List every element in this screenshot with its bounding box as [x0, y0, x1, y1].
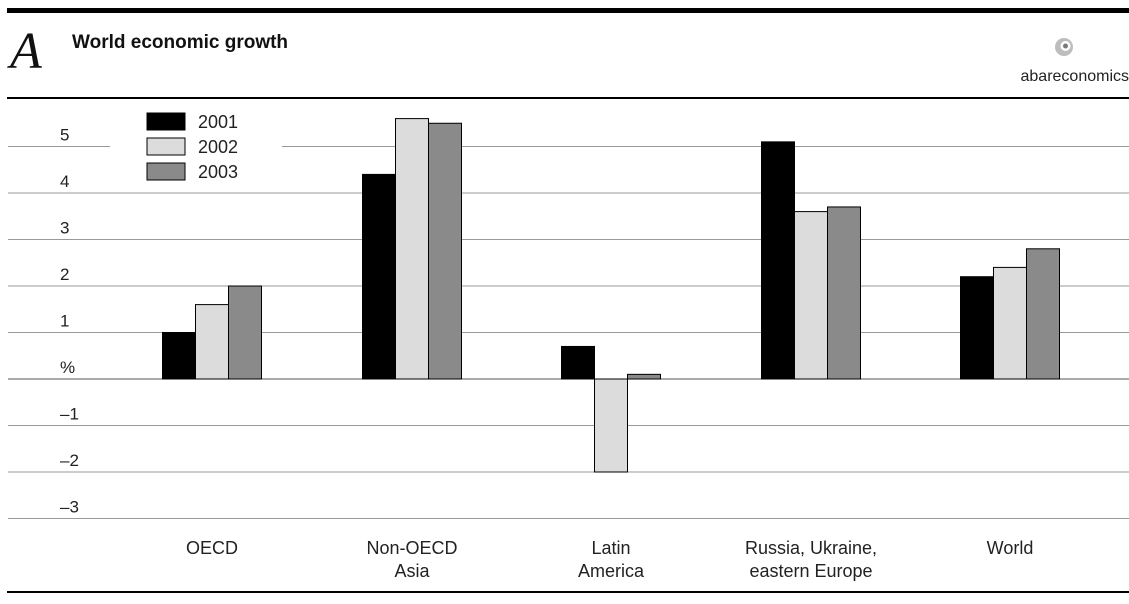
- legend-swatch: [146, 162, 186, 181]
- logo-text: abareconomics: [1020, 68, 1129, 85]
- bar-2003: [1026, 248, 1060, 380]
- category-label: eastern Europe: [749, 561, 872, 581]
- bar-chart: 5 4 3 2 1 –1 –2 –3% OECD Non-OECD Asia Latin Americ…: [8, 112, 1129, 581]
- bar-2001: [362, 173, 396, 380]
- y-tick-label: 2: [60, 265, 69, 284]
- y-unit-label: %: [60, 358, 75, 377]
- category-label: Latin: [591, 538, 630, 558]
- y-tick-label: –1: [60, 405, 79, 424]
- category-label: Asia: [394, 561, 430, 581]
- bar-2001: [761, 141, 795, 380]
- legend-label: 2003: [198, 162, 238, 182]
- y-axis-labels: 5 4 3 2 1 –1 –2 –3%: [60, 126, 79, 517]
- category-label: Non-OECD: [366, 538, 457, 558]
- category-labels: OECD Non-OECD Asia Latin America Russia, Ukra…: [186, 538, 1033, 581]
- category-label: Russia, Ukraine,: [745, 538, 877, 558]
- bar-2001: [561, 345, 595, 380]
- top-rule: [7, 8, 1129, 13]
- chart-title: World economic growth: [72, 32, 289, 53]
- bar-2001: [960, 276, 994, 380]
- bottom-rule: [7, 591, 1129, 593]
- legend: 2001 2002 2003: [146, 112, 238, 182]
- bar-2002: [794, 211, 828, 380]
- bar-2002: [993, 266, 1027, 380]
- header-rule: [7, 97, 1129, 99]
- legend-swatch: [146, 137, 186, 156]
- bar-2003: [228, 285, 262, 380]
- abareconomics-logo-icon: [1055, 38, 1073, 56]
- category-label: OECD: [186, 538, 238, 558]
- category-label: World: [987, 538, 1034, 558]
- y-tick-label: –2: [60, 451, 79, 470]
- legend-swatch: [146, 112, 186, 131]
- figure-letter: A: [10, 23, 42, 80]
- bars: [162, 118, 1060, 473]
- legend-label: 2001: [198, 112, 238, 132]
- bar-2001: [162, 332, 196, 380]
- y-tick-label: –3: [60, 498, 79, 517]
- y-tick-label: 5: [60, 126, 69, 145]
- y-tick-label: 4: [60, 172, 69, 191]
- bar-2003: [428, 122, 462, 380]
- bar-2002: [594, 378, 628, 473]
- bar-2002: [395, 118, 429, 380]
- category-label: America: [578, 561, 645, 581]
- y-tick-label: 3: [60, 219, 69, 238]
- legend-label: 2002: [198, 137, 238, 157]
- bar-2003: [827, 206, 861, 380]
- y-tick-label: 1: [60, 312, 69, 331]
- bar-2002: [195, 304, 229, 380]
- bar-2003: [627, 373, 661, 380]
